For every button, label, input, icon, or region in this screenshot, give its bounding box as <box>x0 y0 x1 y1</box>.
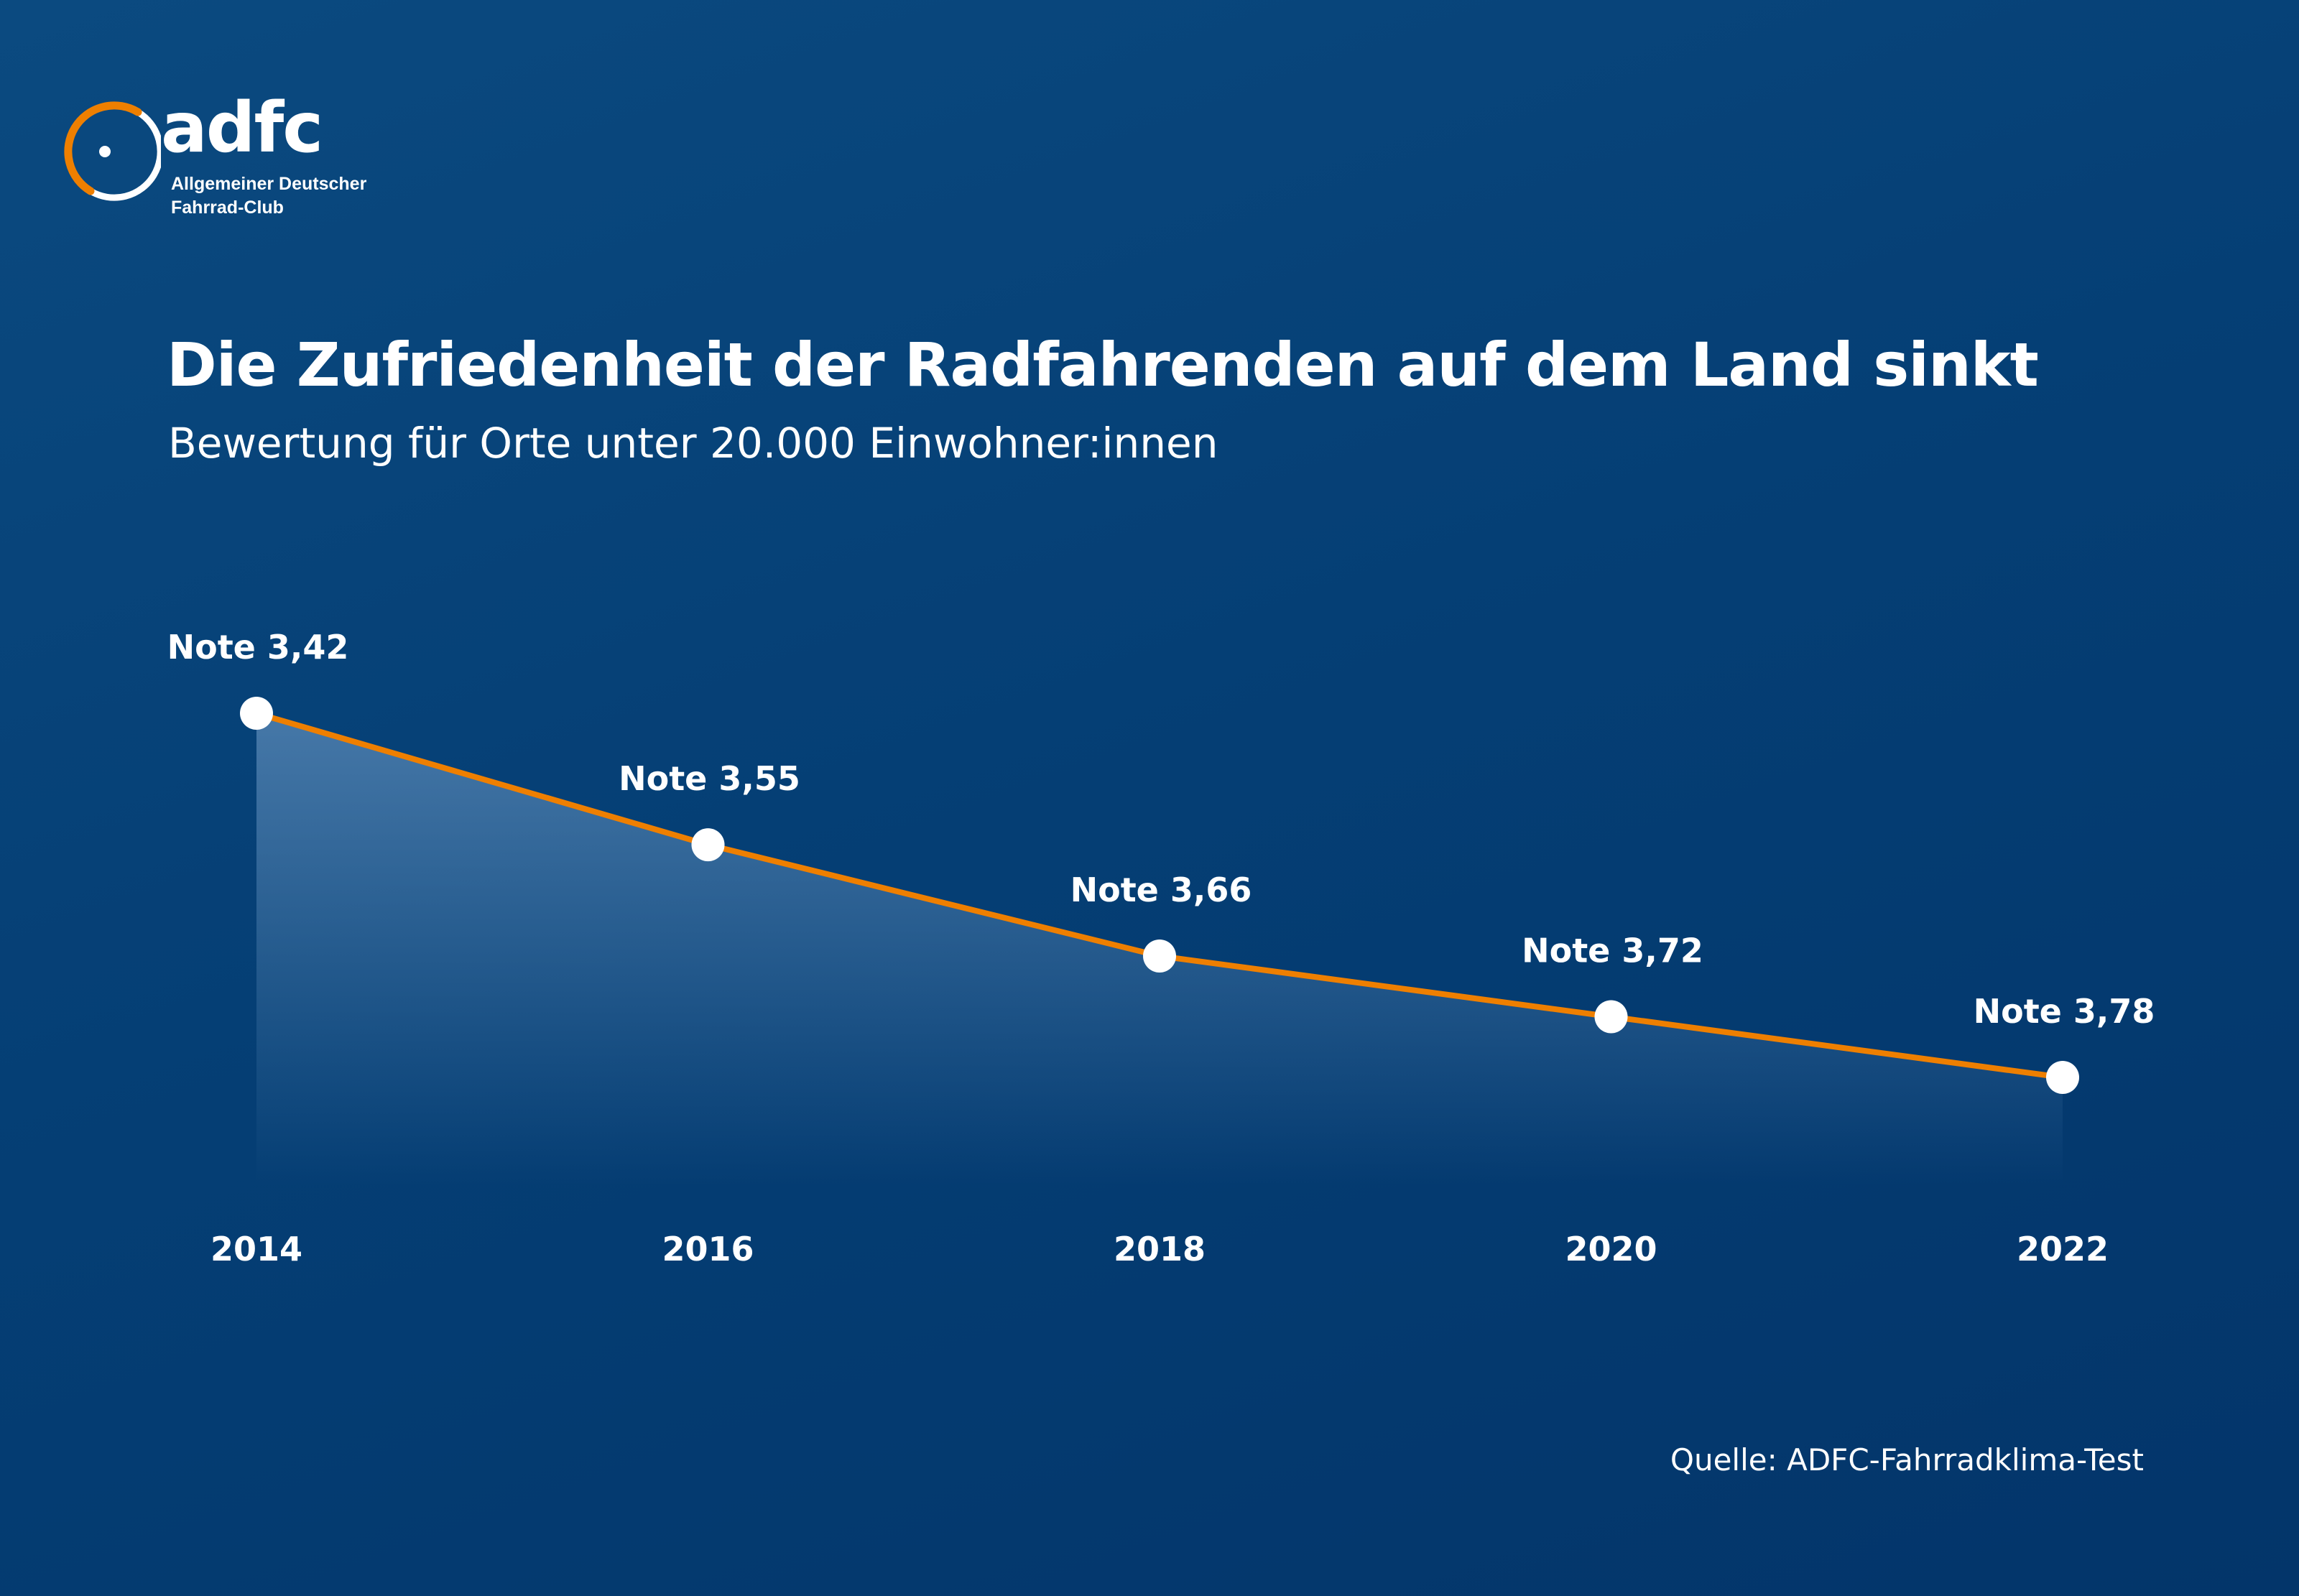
data-label-2014: Note 3,42 <box>167 628 349 667</box>
data-point-2018 <box>1143 939 1176 973</box>
x-tick-label-2018: 2018 <box>1114 1230 1206 1268</box>
data-point-2014 <box>240 697 273 730</box>
line-segment-2014-2016 <box>254 710 711 848</box>
x-tick-label-2022: 2022 <box>2017 1230 2109 1268</box>
chart-subtitle: Bewertung für Orte unter 20.000 Einwohne… <box>168 419 1218 468</box>
x-tick-label-2014: 2014 <box>211 1230 302 1268</box>
area-fill <box>256 713 2063 1185</box>
logo-subtitle-line2: Fahrrad-Club <box>171 198 284 218</box>
x-tick-label-2020: 2020 <box>1565 1230 1657 1268</box>
logo-subtitle: Allgemeiner Deutscher Fahrrad-Club <box>171 172 366 220</box>
logo-wordmark: adfc <box>161 88 323 168</box>
adfc-logo-icon <box>64 101 161 201</box>
data-point-2022 <box>2046 1061 2079 1094</box>
logo-subtitle-line1: Allgemeiner Deutscher <box>171 174 367 194</box>
x-tick-label-2016: 2016 <box>662 1230 754 1268</box>
data-label-2020: Note 3,72 <box>1522 932 1703 970</box>
data-point-2020 <box>1594 1000 1628 1034</box>
line-segment-2018-2020 <box>1157 953 1614 1020</box>
data-label-2018: Note 3,66 <box>1070 871 1252 909</box>
data-label-2022: Note 3,78 <box>1974 992 2155 1031</box>
data-point-2016 <box>691 828 725 862</box>
source-note: Quelle: ADFC-Fahrradklima-Test <box>1670 1442 2144 1477</box>
adfc-logo: adfc Allgemeiner Deutscher Fahrrad-Club <box>53 93 384 227</box>
line-segment-2020-2022 <box>1608 1013 2066 1080</box>
line-segment-2016-2018 <box>705 842 1162 959</box>
data-label-2016: Note 3,55 <box>619 759 800 798</box>
chart-title: Die Zufriedenheit der Radfahrenden auf d… <box>167 330 2039 400</box>
